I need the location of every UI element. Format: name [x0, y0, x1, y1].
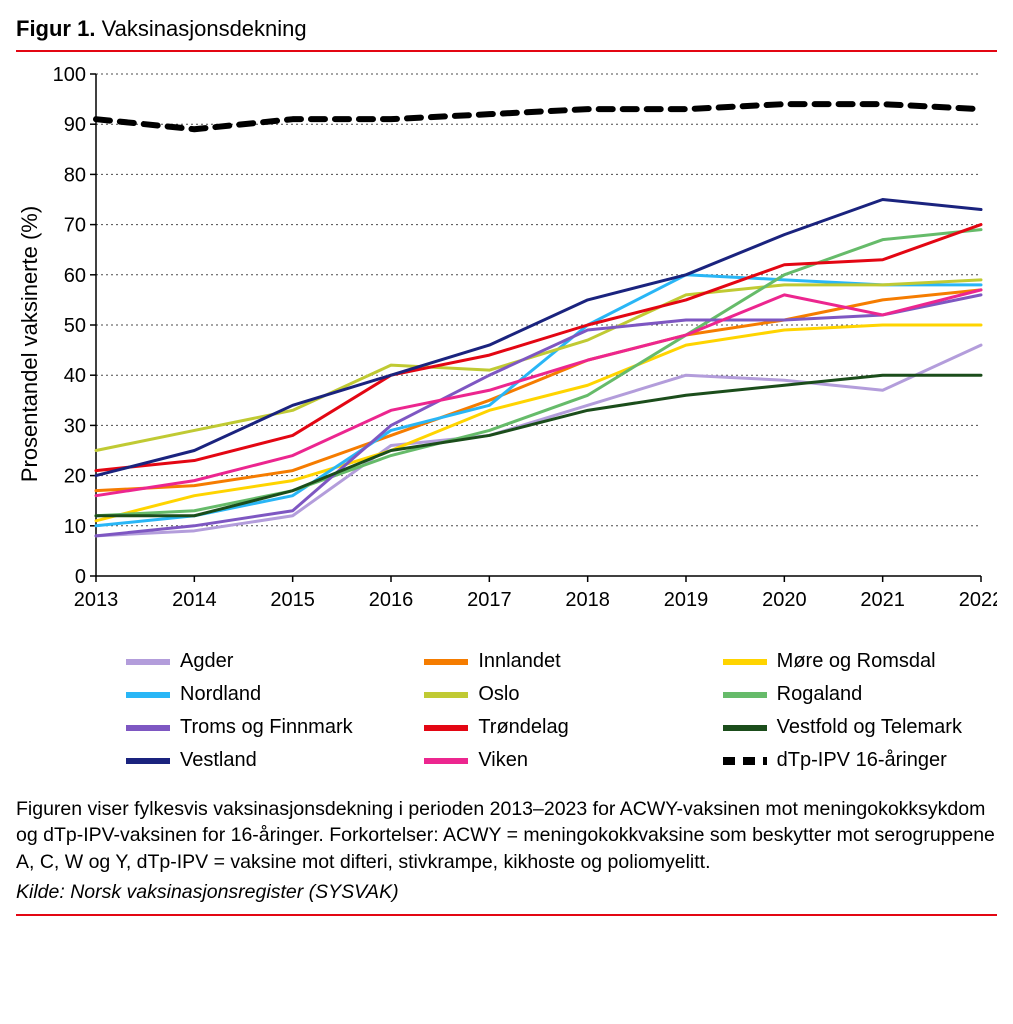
- legend-item-innlandet: Innlandet: [424, 650, 698, 673]
- svg-text:0: 0: [75, 566, 86, 588]
- series-nordland: [96, 275, 981, 526]
- legend-label: Vestfold og Telemark: [777, 716, 962, 739]
- svg-text:2015: 2015: [270, 589, 315, 611]
- svg-text:40: 40: [64, 365, 86, 387]
- svg-text:10: 10: [64, 516, 86, 538]
- legend-item-rogaland: Rogaland: [723, 683, 997, 706]
- legend-swatch: [723, 659, 767, 665]
- svg-text:2018: 2018: [565, 589, 610, 611]
- legend-item-agder: Agder: [126, 650, 400, 673]
- legend-label: Oslo: [478, 683, 519, 706]
- svg-text:2017: 2017: [467, 589, 512, 611]
- legend-label: Møre og Romsdal: [777, 650, 936, 673]
- legend-swatch: [723, 692, 767, 698]
- svg-text:20: 20: [64, 466, 86, 488]
- legend-label: Rogaland: [777, 683, 863, 706]
- top-rule: [16, 50, 997, 52]
- legend-item-oslo: Oslo: [424, 683, 698, 706]
- legend-label: Trøndelag: [478, 716, 568, 739]
- figure-caption: Figuren viser fylkesvis vaksinasjonsdekn…: [16, 792, 997, 881]
- legend-label: Innlandet: [478, 650, 560, 673]
- legend-swatch: [424, 758, 468, 764]
- legend-label: Troms og Finnmark: [180, 716, 353, 739]
- legend-swatch: [723, 757, 767, 765]
- legend-item-nordland: Nordland: [126, 683, 400, 706]
- svg-text:2014: 2014: [172, 589, 217, 611]
- legend: Agder Innlandet Møre og Romsdal Nordland Osl…: [16, 624, 997, 792]
- svg-text:2016: 2016: [369, 589, 414, 611]
- legend-label: Nordland: [180, 683, 261, 706]
- svg-text:80: 80: [64, 164, 86, 186]
- figure-number: Figur 1.: [16, 16, 95, 41]
- legend-item-trondelag: Trøndelag: [424, 716, 698, 739]
- legend-swatch: [723, 725, 767, 731]
- legend-swatch: [424, 725, 468, 731]
- svg-text:2013: 2013: [74, 589, 119, 611]
- legend-label: Vestland: [180, 749, 257, 772]
- series-dtp: [96, 104, 981, 129]
- legend-item-vestfold: Vestfold og Telemark: [723, 716, 997, 739]
- svg-text:50: 50: [64, 315, 86, 337]
- svg-text:2022: 2022: [959, 589, 997, 611]
- series-innlandet: [96, 290, 981, 491]
- figure-source: Kilde: Norsk vaksinasjonsregister (SYSVA…: [16, 881, 997, 914]
- legend-swatch: [424, 659, 468, 665]
- series-troms: [96, 295, 981, 536]
- chart-area: Prosentandel vaksinerte (%) 0 10 20 30 40 50 6…: [16, 64, 997, 624]
- legend-item-troms: Troms og Finnmark: [126, 716, 400, 739]
- legend-label: dTp-IPV 16-åringer: [777, 749, 947, 772]
- svg-text:100: 100: [53, 64, 86, 86]
- svg-text:70: 70: [64, 215, 86, 237]
- y-axis-label: Prosentandel vaksinerte (%): [17, 206, 43, 482]
- legend-swatch: [126, 692, 170, 698]
- legend-item-vestland: Vestland: [126, 749, 400, 772]
- legend-label: Agder: [180, 650, 233, 673]
- svg-text:2020: 2020: [762, 589, 807, 611]
- legend-swatch: [424, 692, 468, 698]
- line-chart: 0 10 20 30 40 50 60 70 80 90 100 2013 2014 2015 2016 20…: [16, 64, 997, 624]
- legend-swatch: [126, 659, 170, 665]
- figure-container: Figur 1. Vaksinasjonsdekning Prosentande…: [16, 16, 997, 916]
- series-viken: [96, 290, 981, 496]
- svg-text:30: 30: [64, 415, 86, 437]
- bottom-rule: [16, 914, 997, 916]
- figure-title: Figur 1. Vaksinasjonsdekning: [16, 16, 997, 50]
- figure-title-text: Vaksinasjonsdekning: [102, 16, 307, 41]
- legend-item-dtp: dTp-IPV 16-åringer: [723, 749, 997, 772]
- legend-item-more: Møre og Romsdal: [723, 650, 997, 673]
- svg-text:90: 90: [64, 114, 86, 136]
- series-vestland: [96, 200, 981, 476]
- legend-item-viken: Viken: [424, 749, 698, 772]
- svg-text:2019: 2019: [664, 589, 709, 611]
- svg-text:60: 60: [64, 265, 86, 287]
- svg-text:2021: 2021: [860, 589, 905, 611]
- legend-swatch: [126, 758, 170, 764]
- legend-label: Viken: [478, 749, 528, 772]
- legend-swatch: [126, 725, 170, 731]
